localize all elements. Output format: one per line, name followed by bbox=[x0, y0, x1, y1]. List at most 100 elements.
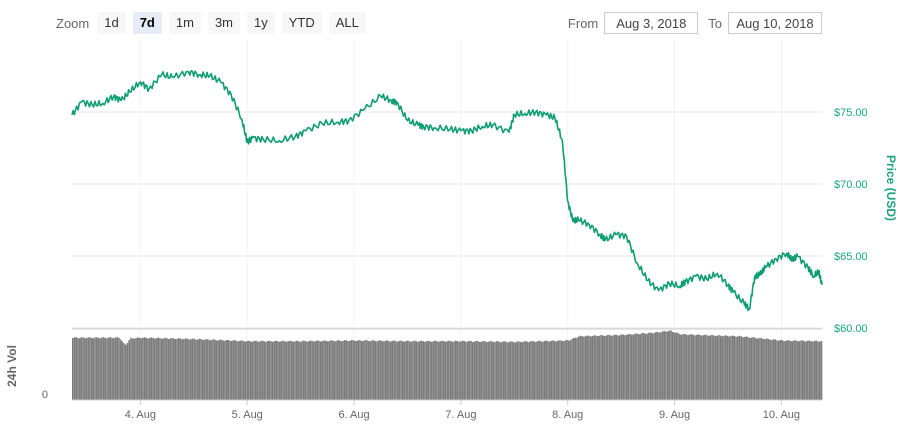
volume-bar bbox=[292, 341, 295, 400]
x-tick-label: 4. Aug bbox=[125, 409, 156, 421]
volume-bar bbox=[118, 337, 120, 400]
volume-bar bbox=[731, 335, 734, 400]
volume-bar bbox=[600, 335, 602, 400]
volume-bar bbox=[220, 339, 223, 400]
volume-bar bbox=[355, 340, 358, 400]
volume-bar bbox=[545, 340, 548, 400]
volume-bar bbox=[263, 341, 266, 400]
zoom-button-1y[interactable]: 1y bbox=[247, 12, 275, 34]
volume-bar bbox=[641, 333, 643, 400]
volume-bar bbox=[772, 339, 775, 400]
volume-bar bbox=[159, 338, 161, 400]
volume-bar bbox=[104, 337, 107, 400]
volume-bar bbox=[697, 334, 700, 400]
volume-bar bbox=[472, 341, 474, 400]
volume-bar bbox=[460, 341, 462, 400]
volume-bar bbox=[663, 330, 666, 400]
volume-bars bbox=[72, 330, 823, 400]
volume-bar bbox=[307, 341, 310, 400]
volume-bar bbox=[733, 336, 736, 400]
volume-bar bbox=[574, 337, 577, 400]
volume-bar bbox=[747, 336, 749, 400]
volume-bar bbox=[154, 338, 156, 400]
volume-bar bbox=[224, 340, 226, 400]
volume-bar bbox=[388, 341, 390, 400]
from-date-input[interactable] bbox=[604, 12, 699, 34]
price-tick-label: $75.00 bbox=[834, 107, 868, 119]
volume-bar bbox=[687, 335, 689, 400]
zoom-button-1d[interactable]: 1d bbox=[97, 12, 126, 34]
volume-bar bbox=[362, 341, 365, 400]
volume-bar bbox=[721, 336, 724, 400]
volume-bar bbox=[273, 341, 276, 400]
volume-bar bbox=[236, 341, 238, 400]
volume-bar bbox=[174, 339, 177, 400]
volume-bar bbox=[253, 341, 255, 400]
price-line bbox=[71, 70, 823, 312]
volume-bar bbox=[514, 342, 517, 400]
price-axis-title: Price (USD) bbox=[884, 155, 898, 221]
volume-bar bbox=[162, 338, 165, 400]
volume-bar bbox=[619, 335, 621, 400]
volume-bar bbox=[130, 337, 132, 400]
zoom-button-3m[interactable]: 3m bbox=[207, 12, 240, 34]
volume-bar bbox=[478, 341, 481, 400]
volume-bar bbox=[648, 332, 650, 400]
volume-bar bbox=[480, 341, 483, 400]
volume-bar bbox=[225, 340, 228, 400]
volume-bar bbox=[152, 337, 154, 400]
volume-bar bbox=[673, 332, 676, 400]
volume-bar bbox=[429, 341, 431, 400]
volume-bar bbox=[384, 340, 387, 400]
volume-bar bbox=[672, 331, 674, 400]
volume-bar bbox=[769, 339, 772, 400]
volume-bar bbox=[309, 340, 312, 400]
volume-bar bbox=[407, 340, 409, 400]
volume-bar bbox=[256, 341, 259, 400]
volume-bar bbox=[142, 337, 144, 400]
zoom-button-ytd[interactable]: YTD bbox=[281, 12, 322, 34]
volume-bar bbox=[157, 337, 160, 400]
volume-bar bbox=[287, 341, 289, 400]
volume-bar bbox=[268, 340, 271, 400]
volume-bar bbox=[297, 341, 300, 400]
volume-bar bbox=[237, 341, 240, 400]
volume-bar bbox=[682, 334, 684, 400]
volume-bar bbox=[581, 336, 584, 400]
volume-bar bbox=[793, 340, 795, 400]
volume-bar bbox=[109, 337, 112, 400]
volume-bar bbox=[548, 341, 551, 400]
volume-bar bbox=[169, 338, 172, 400]
volume-bar bbox=[511, 341, 513, 400]
volume-bar bbox=[783, 340, 785, 400]
volume-bar bbox=[294, 341, 296, 400]
volume-bar bbox=[121, 341, 124, 400]
volume-bar bbox=[372, 340, 375, 400]
volume-bar bbox=[189, 339, 192, 400]
volume-bar bbox=[730, 336, 732, 400]
volume-bar bbox=[350, 340, 353, 400]
volume-bar bbox=[213, 339, 216, 400]
volume-bar bbox=[524, 341, 527, 400]
volume-bar bbox=[762, 339, 765, 400]
volume-bar bbox=[629, 334, 631, 400]
zoom-button-7d[interactable]: 7d bbox=[132, 12, 162, 34]
zoom-button-1m[interactable]: 1m bbox=[168, 12, 201, 34]
volume-bar bbox=[114, 337, 117, 400]
volume-bar bbox=[229, 340, 231, 400]
volume-bar bbox=[164, 337, 166, 400]
volume-bar bbox=[803, 341, 806, 400]
volume-bar bbox=[453, 341, 455, 400]
zoom-button-all[interactable]: ALL bbox=[328, 12, 366, 34]
volume-bar bbox=[636, 333, 638, 400]
volume-bar bbox=[420, 340, 423, 400]
to-date-input[interactable] bbox=[728, 12, 822, 34]
volume-bar bbox=[391, 340, 394, 400]
volume-bar bbox=[383, 341, 385, 400]
from-label: From bbox=[567, 15, 599, 31]
volume-bar bbox=[403, 341, 406, 400]
volume-bar bbox=[543, 340, 546, 400]
volume-bar bbox=[72, 338, 74, 400]
volume-bar bbox=[171, 337, 173, 400]
